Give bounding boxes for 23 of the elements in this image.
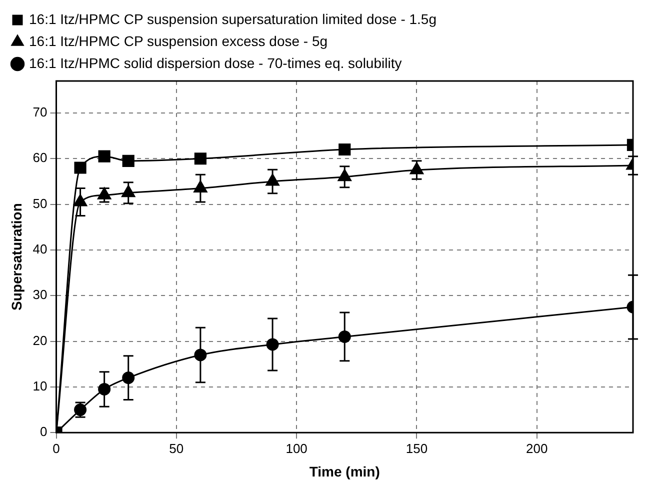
- point: [338, 143, 351, 156]
- x-axis-title: Time (min): [309, 463, 380, 480]
- y-tick-label: 30: [32, 287, 48, 302]
- x-tick-label: 100: [286, 440, 308, 456]
- point: [122, 154, 134, 167]
- legend-label: 16:1 Itz/HPMC CP suspension supersaturation limited dose - 1.5g: [29, 10, 437, 27]
- legend-label: 16:1 Itz/HPMC CP suspension excess dose - 5g: [29, 32, 328, 49]
- point: [194, 152, 206, 165]
- x-tick-label: 50: [169, 440, 184, 456]
- y-axis-title: Supersaturation: [8, 203, 24, 310]
- y-tick-label: 20: [32, 332, 48, 348]
- x-tick-label: 0: [52, 440, 60, 456]
- x-tick-label: 200: [526, 440, 548, 456]
- y-tick-label: 70: [32, 104, 48, 120]
- y-tick-label: 10: [32, 378, 48, 394]
- y-tick-label: 0: [40, 424, 48, 440]
- legend-label: 16:1 Itz/HPMC solid dispersion dose - 70-times eq. solubility: [29, 54, 402, 71]
- y-tick-label: 50: [32, 196, 48, 211]
- point: [98, 150, 110, 162]
- y-tick-label: 60: [32, 150, 48, 166]
- point: [74, 162, 86, 174]
- y-tick-label: 40: [32, 242, 48, 257]
- x-tick-label: 150: [406, 440, 428, 456]
